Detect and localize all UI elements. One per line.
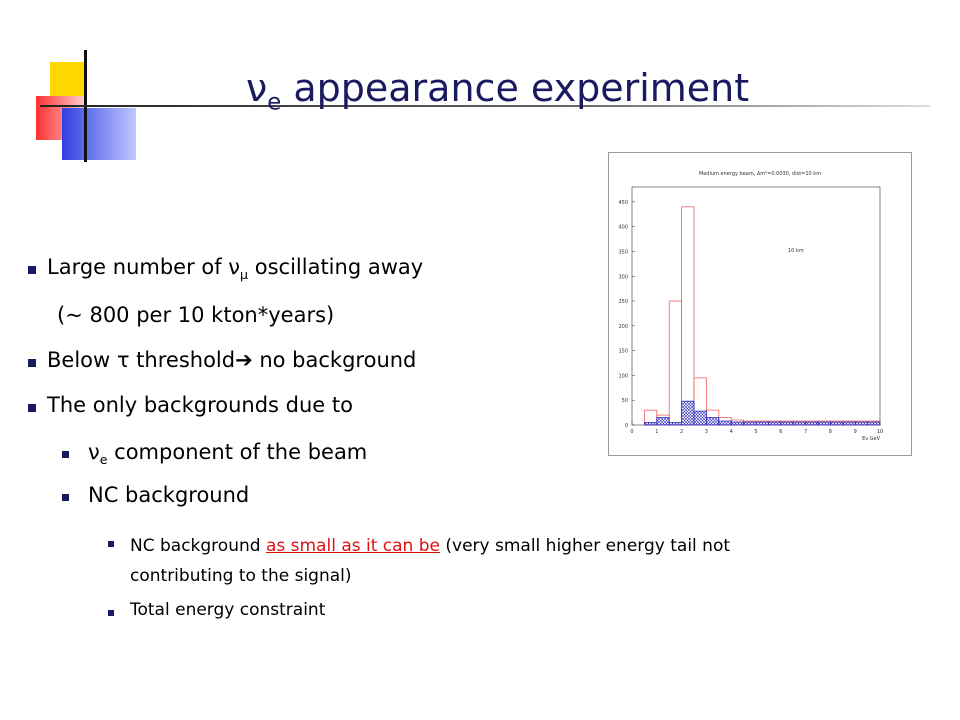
y-tick-label: 100 (618, 373, 628, 379)
y-tick-label: 50 (622, 398, 628, 404)
histogram-bar (780, 421, 794, 426)
bullet-text: The only backgrounds due to (47, 393, 353, 417)
chart-frame (608, 152, 912, 456)
x-tick-label: 0 (630, 429, 633, 435)
text: e (99, 452, 108, 468)
chart-title: Medium energy beam, Δm²=0.0030, dist=10 … (699, 171, 821, 177)
histogram-bar (706, 417, 720, 426)
histogram-bar (743, 421, 757, 426)
bullet-text: NC background (88, 483, 250, 507)
x-tick-label: 3 (705, 429, 708, 435)
y-tick-label: 250 (618, 299, 628, 305)
title-text: appearance experiment (293, 66, 750, 110)
y-tick-label: 400 (618, 225, 628, 231)
histogram-bar (730, 421, 744, 426)
y-tick-label: 350 (618, 249, 628, 255)
x-tick-label: 4 (730, 429, 733, 435)
histogram-bar (668, 422, 683, 426)
histogram-bar (767, 421, 782, 426)
bullet (108, 541, 114, 547)
bullet-text: (~ 800 per 10 kton*years) (57, 303, 335, 327)
histogram-bar (842, 421, 856, 426)
histogram-bar (681, 400, 695, 426)
text: ν (88, 440, 100, 464)
text: component of the beam (107, 440, 368, 464)
title-sub: e (267, 89, 282, 116)
chart: Medium energy beam, Δm²=0.0030, dist=10 … (608, 152, 912, 456)
bullet (28, 359, 36, 367)
x-tick-label: 5 (754, 429, 757, 435)
y-tick-label: 450 (618, 200, 628, 206)
text: Large number of ν (47, 255, 241, 279)
text: as small as it can be (265, 536, 440, 556)
histogram-bar (644, 422, 658, 426)
annotation: 10 km (788, 248, 804, 254)
histogram-bar (829, 421, 844, 426)
bullet (108, 610, 114, 616)
histogram-bar (817, 421, 831, 426)
bullet (28, 404, 36, 412)
bullet (62, 494, 69, 501)
x-tick-label: 9 (854, 429, 857, 435)
x-tick-label: 2 (680, 429, 683, 435)
histogram-bar (867, 421, 881, 426)
bullet-text: Large number of νμ oscillating away (47, 255, 423, 282)
y-tick-label: 0 (625, 423, 628, 429)
text: (very small higher energy tail not contr… (130, 536, 731, 586)
slide-title: νe appearance experiment (246, 66, 749, 116)
histogram-bar (792, 421, 806, 426)
y-tick-label: 150 (618, 349, 628, 355)
y-tick-label: 200 (618, 324, 628, 330)
histogram-bar (718, 420, 732, 426)
x-tick-label: 8 (829, 429, 832, 435)
text: oscillating away (248, 255, 424, 279)
bullet-text: Below τ threshold➔ no background (47, 348, 417, 372)
x-axis-label: Eν GeV (862, 436, 880, 442)
histogram-bar (854, 421, 868, 426)
x-tick-label: 7 (804, 429, 807, 435)
histogram-bar (693, 410, 707, 426)
histogram-bar (805, 421, 819, 426)
x-tick-label: 10 (877, 429, 883, 435)
text: NC background (130, 536, 266, 556)
histogram-bar (755, 421, 769, 426)
x-tick-label: 6 (779, 429, 782, 435)
bullet-text: Total energy constraint (130, 600, 326, 620)
deco-hline (40, 105, 930, 107)
bullet-text: NC background as small as it can be (ver… (130, 531, 820, 591)
title-symbol: ν (246, 66, 268, 110)
y-tick-label: 300 (618, 274, 628, 280)
bullet (62, 451, 69, 458)
x-tick-label: 1 (655, 429, 658, 435)
deco-blue (62, 108, 136, 160)
text: μ (240, 267, 249, 283)
histogram-bar (656, 417, 670, 426)
bullet (28, 266, 36, 274)
bullet-text: νe component of the beam (88, 440, 367, 467)
